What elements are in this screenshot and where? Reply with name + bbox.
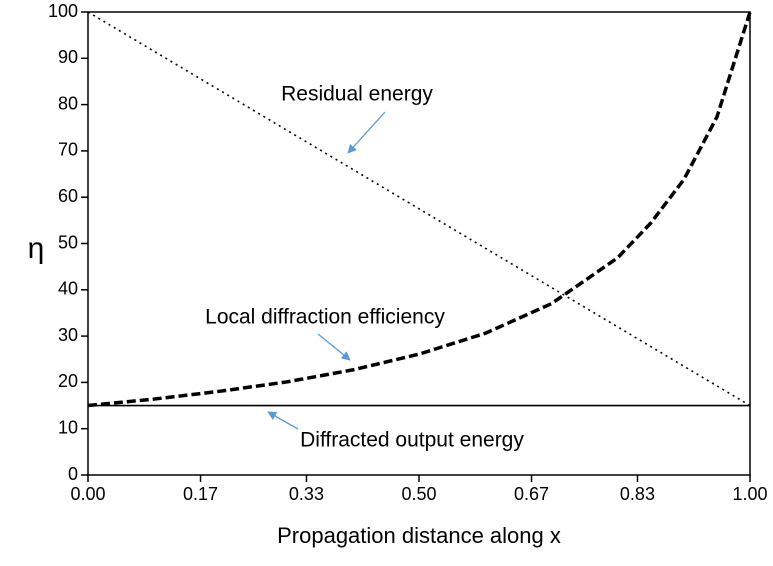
x-tick-label: 0.83 [620,484,655,504]
annotation-arrow [317,333,351,361]
x-tick-label: 0.17 [183,484,218,504]
y-tick-label: 100 [48,1,78,21]
x-axis-label: Propagation distance along x [277,523,561,548]
y-tick-label: 50 [58,232,78,252]
x-tick-label: 1.00 [732,484,767,504]
y-tick-label: 70 [58,140,78,160]
y-tick-label: 20 [58,371,78,391]
y-axis-label: η [28,232,45,265]
series-annotation: Diffracted output energy [300,429,524,452]
series-annotation: Residual energy [281,83,433,106]
y-tick-label: 30 [58,325,78,345]
y-tick-label: 0 [68,464,78,484]
series-annotation: Local diffraction efficiency [205,306,445,329]
annotation-arrow [347,111,386,154]
x-tick-label: 0.50 [401,484,436,504]
series-line [87,11,751,407]
x-tick-label: 0.67 [514,484,549,504]
y-tick-label: 60 [58,186,78,206]
y-tick-label: 90 [58,47,78,67]
y-tick-label: 40 [58,279,78,299]
y-tick-label: 80 [58,93,78,113]
annotation-arrow [267,411,299,430]
y-tick-label: 10 [58,417,78,437]
x-tick-label: 0.33 [289,484,324,504]
x-tick-label: 0.00 [70,484,105,504]
series-line [87,11,752,408]
